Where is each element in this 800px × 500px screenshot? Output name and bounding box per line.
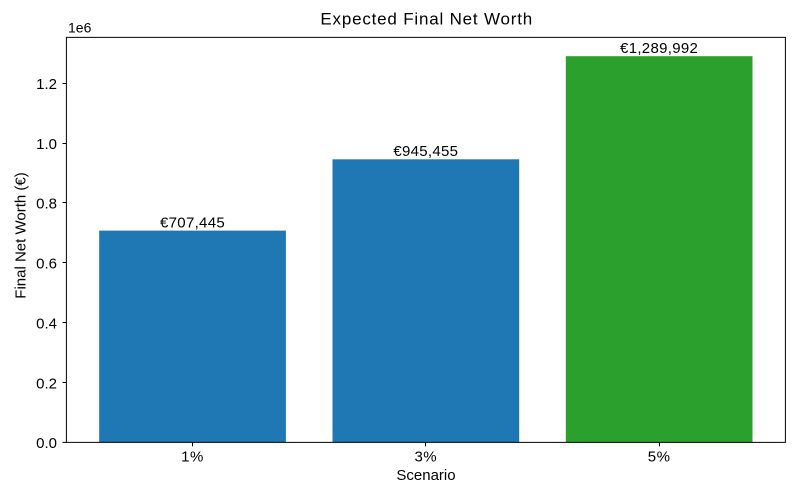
- svg-text:Final Net Worth (€): Final Net Worth (€): [13, 172, 30, 298]
- svg-text:0.8: 0.8: [36, 196, 57, 213]
- svg-text:€1,289,992: €1,289,992: [620, 40, 698, 57]
- svg-text:0.0: 0.0: [36, 435, 57, 452]
- svg-text:0.6: 0.6: [36, 256, 57, 273]
- svg-text:5%: 5%: [648, 448, 671, 465]
- svg-text:1%: 1%: [181, 448, 204, 465]
- svg-text:Scenario: Scenario: [396, 467, 455, 484]
- svg-text:€707,445: €707,445: [160, 214, 225, 231]
- svg-text:1e6: 1e6: [68, 20, 92, 36]
- svg-text:3%: 3%: [414, 448, 437, 465]
- svg-text:Expected Final Net Worth: Expected Final Net Worth: [320, 10, 533, 29]
- svg-text:0.4: 0.4: [36, 315, 57, 332]
- svg-text:0.2: 0.2: [36, 375, 57, 392]
- svg-text:€945,455: €945,455: [393, 143, 458, 160]
- svg-text:1.0: 1.0: [36, 136, 57, 153]
- svg-text:1.2: 1.2: [36, 76, 57, 93]
